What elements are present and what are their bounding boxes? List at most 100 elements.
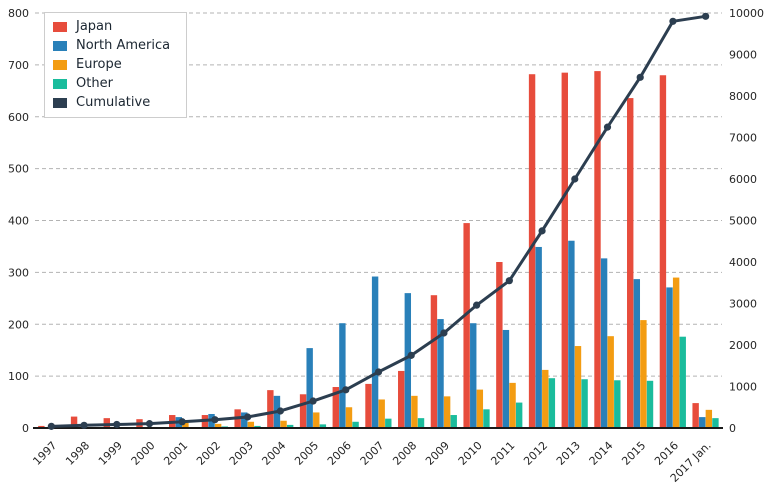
cumulative-point bbox=[113, 420, 121, 429]
bar-japan bbox=[299, 394, 307, 428]
x-axis-tick-label: 2003 bbox=[227, 439, 256, 468]
x-axis-tick-label: 2004 bbox=[259, 439, 288, 468]
x-axis-tick-label: 2002 bbox=[194, 439, 223, 468]
bar-japan bbox=[103, 418, 110, 428]
cumulative-point bbox=[473, 301, 481, 309]
bar-europe bbox=[705, 409, 713, 428]
bar-japan bbox=[692, 403, 699, 428]
x-axis-tick-label: 2009 bbox=[423, 439, 452, 468]
legend-label-north-america: North America bbox=[76, 38, 171, 53]
bar-europe bbox=[640, 320, 647, 428]
bar-other bbox=[679, 336, 686, 428]
bar-north-america bbox=[306, 348, 313, 428]
right-axis-tick-label: 7000 bbox=[729, 132, 757, 145]
other-swatch-icon bbox=[53, 78, 67, 89]
cumulative-point bbox=[538, 227, 546, 235]
x-axis-tick-label: 1999 bbox=[96, 439, 125, 468]
x-axis-tick-label: 2005 bbox=[292, 439, 321, 468]
bar-europe bbox=[509, 382, 516, 428]
bar-other bbox=[712, 418, 719, 428]
bar-japan bbox=[463, 223, 470, 428]
bar-japan bbox=[332, 387, 339, 428]
bar-other bbox=[646, 380, 654, 428]
bar-other bbox=[450, 415, 457, 428]
bar-north-america bbox=[699, 417, 706, 428]
europe-swatch-icon bbox=[53, 59, 67, 70]
bar-europe bbox=[672, 277, 680, 428]
bar-europe bbox=[574, 346, 582, 428]
bar-north-america bbox=[371, 276, 379, 428]
bar-japan bbox=[430, 295, 438, 428]
bar-japan bbox=[398, 370, 405, 428]
bar-other bbox=[548, 378, 556, 428]
cumulative-point bbox=[407, 351, 415, 359]
bar-europe bbox=[476, 389, 484, 428]
bar-north-america bbox=[470, 323, 477, 428]
left-axis-tick-label: 800 bbox=[8, 7, 29, 20]
cumulative-point bbox=[309, 397, 317, 405]
legend-item-other: Other bbox=[53, 77, 170, 90]
bar-europe bbox=[247, 421, 255, 428]
legend: Japan North America Europe Other Cumulat… bbox=[44, 12, 188, 118]
cumulative-point bbox=[636, 73, 644, 81]
x-axis-tick-label: 2015 bbox=[619, 439, 648, 468]
cumulative-point bbox=[342, 386, 350, 394]
x-axis-tick-label: 2001 bbox=[161, 439, 190, 468]
bar-japan bbox=[659, 75, 667, 428]
bar-other bbox=[385, 418, 392, 428]
bar-europe bbox=[280, 420, 287, 428]
left-axis-tick-label: 700 bbox=[8, 59, 29, 72]
bar-europe bbox=[345, 407, 353, 428]
bar-north-america bbox=[404, 293, 412, 428]
bar-other bbox=[614, 380, 621, 428]
x-axis-tick-label: 2007 bbox=[358, 439, 387, 468]
cumulative-point bbox=[211, 416, 219, 424]
left-axis-tick-label: 0 bbox=[22, 422, 29, 435]
bar-europe bbox=[443, 396, 451, 428]
bar-north-america bbox=[633, 279, 641, 428]
legend-item-cumulative: Cumulative bbox=[53, 96, 170, 109]
cumulative-point bbox=[571, 175, 579, 183]
bar-other bbox=[254, 425, 261, 428]
cumulative-point bbox=[145, 420, 154, 428]
bar-japan bbox=[365, 383, 372, 428]
bar-europe bbox=[542, 369, 549, 428]
bar-europe bbox=[214, 423, 222, 428]
bar-north-america bbox=[437, 319, 444, 428]
cumulative-point bbox=[603, 123, 612, 131]
north-america-swatch-icon bbox=[53, 40, 67, 51]
bar-north-america bbox=[568, 240, 575, 428]
x-axis-tick-label: 2014 bbox=[587, 439, 616, 468]
x-axis-tick-label: 2011 bbox=[488, 439, 517, 468]
right-axis-tick-label: 1000 bbox=[729, 381, 757, 394]
legend-item-japan: Japan bbox=[53, 20, 170, 33]
left-axis-tick-label: 500 bbox=[8, 163, 29, 176]
x-axis-tick-label: 2000 bbox=[129, 439, 158, 468]
cumulative-point bbox=[178, 418, 186, 426]
bar-other bbox=[319, 424, 327, 428]
bar-japan bbox=[496, 262, 503, 428]
left-axis-tick-label: 100 bbox=[8, 370, 29, 383]
bar-japan bbox=[627, 98, 634, 428]
cumulative-point bbox=[374, 368, 383, 376]
left-axis-tick-label: 600 bbox=[8, 111, 29, 124]
cumulative-point bbox=[244, 413, 252, 421]
right-axis-tick-label: 6000 bbox=[729, 173, 757, 186]
bar-japan bbox=[528, 74, 536, 429]
japan-swatch-icon bbox=[53, 21, 67, 32]
bar-europe bbox=[378, 399, 385, 428]
cumulative-swatch-icon bbox=[53, 97, 67, 108]
x-axis-tick-label: 2006 bbox=[325, 439, 354, 468]
bar-north-america bbox=[339, 323, 346, 428]
bar-europe bbox=[411, 395, 418, 428]
left-axis-tick-label: 300 bbox=[8, 266, 29, 279]
bar-japan bbox=[38, 425, 45, 428]
legend-label-japan: Japan bbox=[76, 19, 113, 34]
x-axis-tick-label: 1997 bbox=[30, 439, 59, 468]
x-axis-tick-label: 1998 bbox=[63, 439, 92, 468]
bar-north-america bbox=[600, 258, 608, 428]
x-axis-tick-label: 2012 bbox=[521, 439, 550, 468]
cumulative-point bbox=[276, 407, 284, 415]
